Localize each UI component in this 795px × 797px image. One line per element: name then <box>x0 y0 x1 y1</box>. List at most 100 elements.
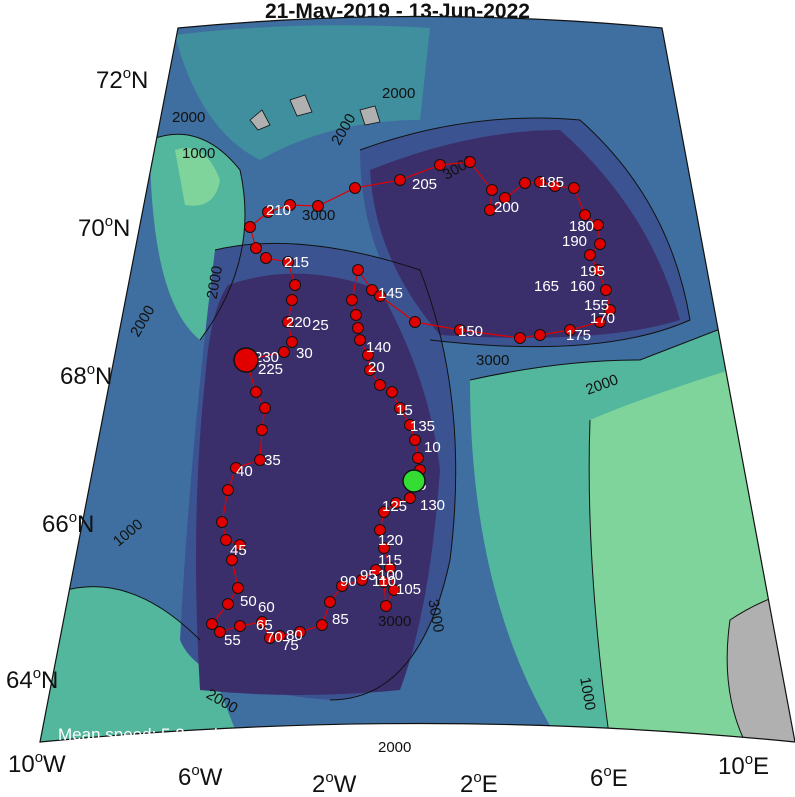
track-point <box>404 419 416 431</box>
depth-label: 2000 <box>378 739 411 756</box>
track-day-label: 80 <box>286 627 303 644</box>
track-point <box>352 322 364 334</box>
track-point <box>346 294 358 306</box>
track-point <box>349 182 361 194</box>
track-point <box>378 542 390 554</box>
mean-speed-label: Mean speed: 5.2 cm/s <box>58 725 225 744</box>
track-point <box>256 616 268 628</box>
track-point <box>592 264 604 276</box>
track-day-label: 45 <box>230 542 247 559</box>
track-point <box>284 199 296 211</box>
lon-label-10e: 10oE <box>718 751 769 780</box>
track-day-label: 185 <box>539 174 564 191</box>
track-day-label: 35 <box>264 452 281 469</box>
track-point <box>484 204 496 216</box>
track-day-label: 210 <box>266 202 291 219</box>
track-point <box>380 600 392 612</box>
track-point <box>222 484 234 496</box>
track-day-label: 115 <box>378 552 402 569</box>
track-day-label: 130 <box>420 497 445 514</box>
track-day-label: 55 <box>224 632 241 649</box>
track-point <box>534 176 546 188</box>
track-point <box>286 294 298 306</box>
track-point <box>514 332 526 344</box>
track-point <box>374 524 386 536</box>
isobath-3000-south <box>214 242 457 701</box>
track-point <box>244 221 256 233</box>
track-point <box>394 174 406 186</box>
track-point <box>254 454 266 466</box>
track-point <box>604 304 616 316</box>
track-day-label: 15 <box>396 402 413 419</box>
track-point <box>600 284 612 296</box>
track-point <box>316 619 328 631</box>
isobath-1000-east <box>588 419 611 742</box>
track-point <box>282 256 294 268</box>
track-day-label: 220 <box>286 314 311 331</box>
track-day-label: 30 <box>296 345 313 362</box>
track-day-label: 100 <box>378 567 403 584</box>
track-day-label: 145 <box>378 285 403 302</box>
track-day-labels: 5101520253035404550556065707580859095100… <box>224 174 615 654</box>
track-point <box>464 156 476 168</box>
track-point <box>519 177 531 189</box>
track-day-label: 70 <box>266 629 283 646</box>
track-point <box>256 424 268 436</box>
depth-label: 3000 <box>302 207 335 224</box>
track-point <box>499 192 511 204</box>
northern-slope <box>175 25 430 160</box>
depth-label: 1000 <box>576 676 599 712</box>
track-day-label: 110 <box>372 573 396 590</box>
depth-label: 1000 <box>182 145 215 162</box>
track-day-label: 85 <box>332 611 349 628</box>
track-point <box>409 316 421 328</box>
track-point <box>374 379 386 391</box>
start-marker <box>402 469 426 493</box>
lat-label-64: 64oN <box>6 665 58 694</box>
depth-label: 2000 <box>204 264 227 300</box>
track-day-label: 75 <box>282 637 299 654</box>
track-point <box>390 497 402 509</box>
track-point <box>234 620 246 632</box>
track-day-label: 125 <box>382 498 407 515</box>
track-point <box>362 349 374 361</box>
track-point <box>434 159 446 171</box>
track-point <box>262 206 274 218</box>
track-day-label: 215 <box>284 254 309 271</box>
track-point <box>384 562 396 574</box>
track-day-label: 40 <box>236 463 253 480</box>
track-point <box>594 238 606 250</box>
track-day-label: 165 <box>534 278 559 295</box>
track-day-label: 160 <box>570 278 595 295</box>
depth-label: 3000 <box>378 613 411 630</box>
track-day-label: 95 <box>360 567 377 584</box>
track-day-label: 175 <box>566 327 591 344</box>
track-day-label: 225 <box>258 361 283 378</box>
track-point <box>260 252 272 264</box>
track-day-label: 90 <box>340 573 357 590</box>
map-border <box>39 15 795 743</box>
isobath-3000-north <box>359 117 691 348</box>
track-day-label: 205 <box>412 176 437 193</box>
track-point <box>568 182 580 194</box>
track-point <box>354 334 366 346</box>
track-point <box>250 386 262 398</box>
track-day-label: 20 <box>368 359 385 376</box>
track-point <box>324 596 336 608</box>
depth-label: 3000 <box>424 598 447 634</box>
track-point <box>564 324 576 336</box>
track-day-label: 180 <box>569 218 594 235</box>
track-point <box>364 364 376 376</box>
track-point <box>579 209 591 221</box>
track-point <box>454 324 466 336</box>
track-point <box>286 336 298 348</box>
norwegian-basin-deep <box>196 273 440 695</box>
track-point <box>594 316 606 328</box>
track-point <box>259 402 271 414</box>
lat-label-72: 72oN <box>96 65 148 94</box>
track-point <box>234 539 246 551</box>
track-point <box>282 316 294 328</box>
track-point <box>336 580 348 592</box>
